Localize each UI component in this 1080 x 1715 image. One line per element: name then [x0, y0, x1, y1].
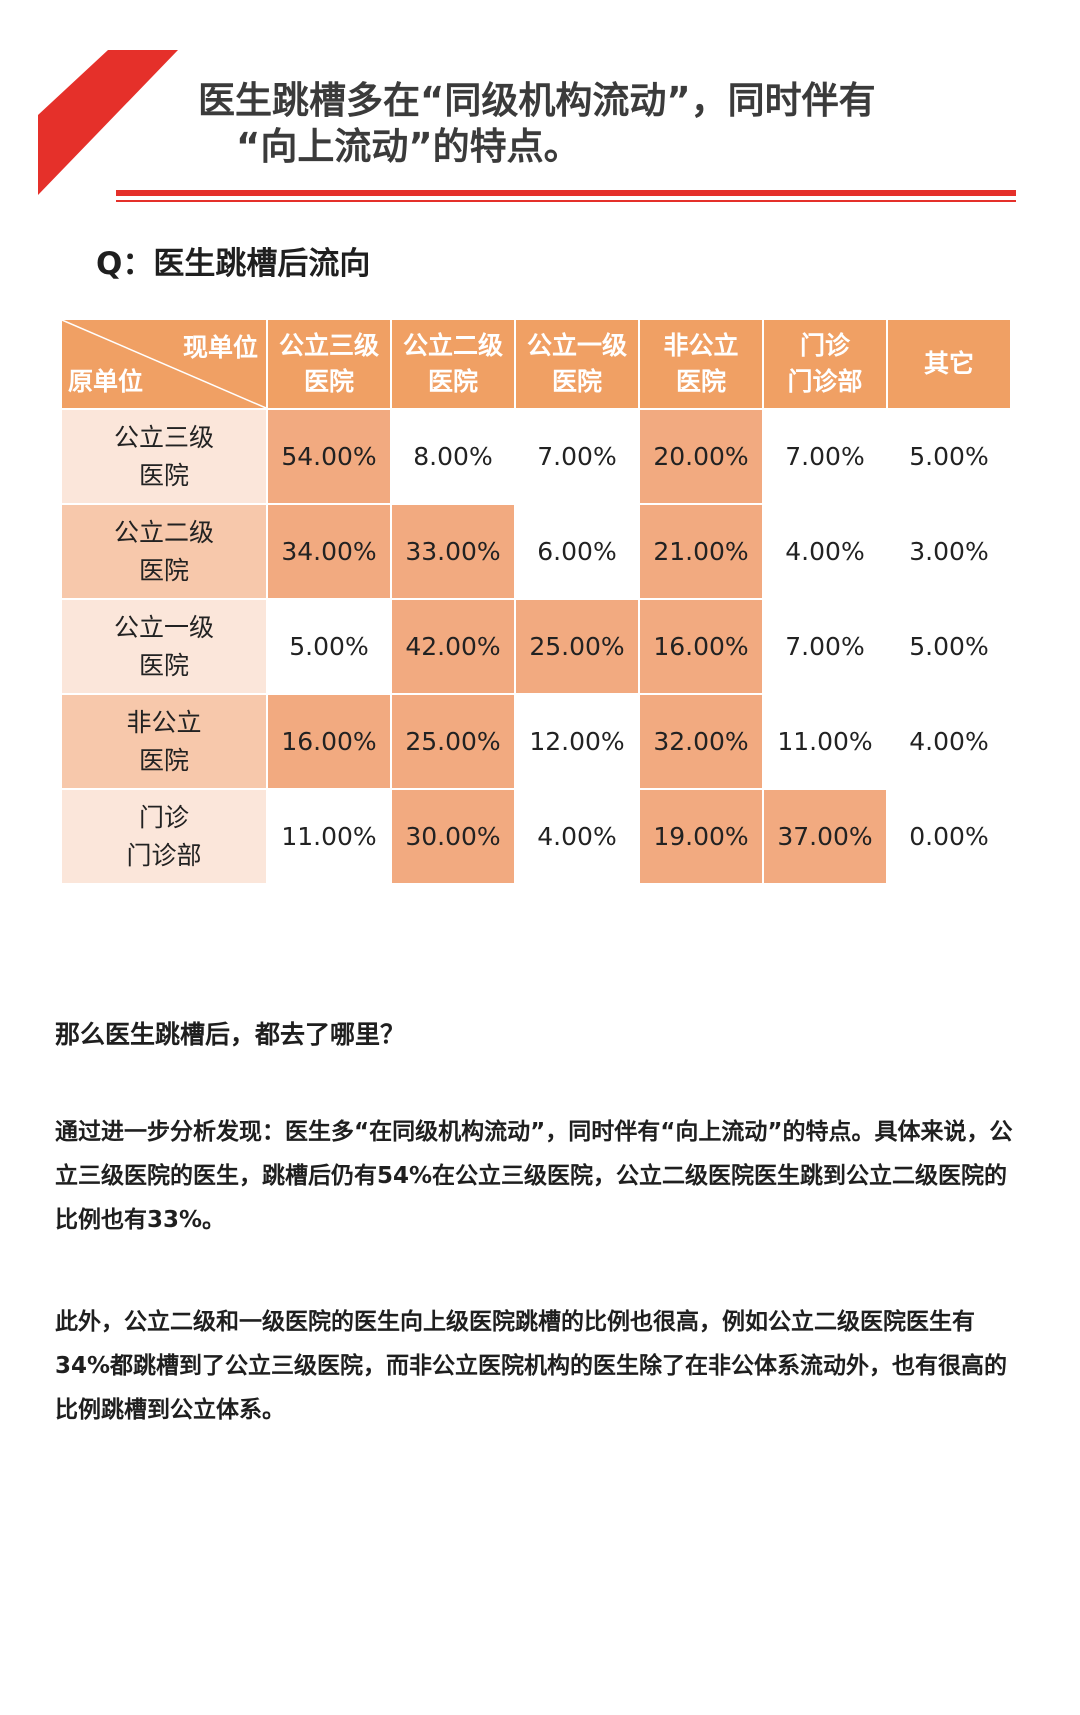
row-header-line-1: 非公立	[126, 707, 202, 737]
corner-ribbon-icon	[38, 50, 178, 195]
table-cell: 33.00%	[392, 505, 514, 598]
paragraph-upward: 此外，公立二级和一级医院的医生向上级医院跳槽的比例也很高，例如公立二级医院医生有…	[55, 1309, 1008, 1423]
title-line-1: 医生跳槽多在“同级机构流动”，同时伴有	[198, 79, 876, 122]
row-header-line-1: 门诊	[138, 802, 189, 832]
table-cell: 4.00%	[764, 505, 886, 598]
flow-matrix-table: 现单位 原单位 公立三级 医院 公立二级 医院 公立一级 医院 非公立 医院 门诊 门诊部…	[60, 318, 1012, 885]
column-header: 门诊 门诊部	[764, 320, 886, 408]
table-cell: 0.00%	[888, 790, 1010, 883]
table-cell: 21.00%	[640, 505, 762, 598]
table-row: 公立二级 医院 34.00% 33.00% 6.00% 21.00% 4.00% 3.00%	[62, 505, 1010, 598]
column-header-line-2: 医院	[675, 367, 726, 396]
row-axis-label: 原单位	[68, 367, 144, 396]
table-cell: 5.00%	[888, 410, 1010, 503]
column-header-line-1: 公立三级	[278, 331, 379, 360]
table-cell: 7.00%	[516, 410, 638, 503]
column-header-line-1: 其它	[923, 349, 974, 378]
column-header-line-2: 门诊部	[787, 367, 863, 396]
table-cell: 16.00%	[268, 695, 390, 788]
column-axis-label: 现单位	[182, 333, 258, 362]
table-cell: 5.00%	[888, 600, 1010, 693]
table-cell: 25.00%	[392, 695, 514, 788]
column-header-line-2: 医院	[551, 367, 602, 396]
row-header: 非公立 医院	[62, 695, 266, 788]
row-header: 公立一级 医院	[62, 600, 266, 693]
row-header: 公立三级 医院	[62, 410, 266, 503]
table-cell: 16.00%	[640, 600, 762, 693]
table-row: 公立三级 医院 54.00% 8.00% 7.00% 20.00% 7.00% 5.00%	[62, 410, 1010, 503]
table-cell: 4.00%	[516, 790, 638, 883]
column-header-line-2: 医院	[427, 367, 478, 396]
column-header: 公立三级 医院	[268, 320, 390, 408]
paragraph-analysis: 通过进一步分析发现：医生多“在同级机构流动”，同时伴有“向上流动”的特点。具体来…	[55, 1119, 1013, 1233]
row-header-line-1: 公立三级	[113, 422, 214, 452]
table-cell: 19.00%	[640, 790, 762, 883]
table-row: 非公立 医院 16.00% 25.00% 12.00% 32.00% 11.00% 4.00%	[62, 695, 1010, 788]
row-header-line-2: 医院	[138, 745, 189, 775]
row-header-line-2: 医院	[138, 460, 189, 490]
corner-header-cell: 现单位 原单位	[62, 320, 266, 408]
table-cell: 37.00%	[764, 790, 886, 883]
row-header: 公立二级 医院	[62, 505, 266, 598]
column-header-line-1: 公立一级	[526, 331, 627, 360]
table-cell: 11.00%	[268, 790, 390, 883]
column-header-line-1: 门诊	[799, 331, 850, 360]
table-cell: 7.00%	[764, 600, 886, 693]
column-header: 其它	[888, 320, 1010, 408]
table-cell: 12.00%	[516, 695, 638, 788]
table-cell: 54.00%	[268, 410, 390, 503]
column-header-line-1: 非公立	[663, 331, 739, 360]
row-header: 门诊 门诊部	[62, 790, 266, 883]
table-row: 公立一级 医院 5.00% 42.00% 25.00% 16.00% 7.00% 5.00%	[62, 600, 1010, 693]
page-title: 医生跳槽多在“同级机构流动”，同时伴有 “向上流动”的特点。	[198, 78, 1018, 170]
lead-question: 那么医生跳槽后，都去了哪里？	[55, 1020, 406, 1049]
chart-title: Q：医生跳槽后流向	[96, 246, 371, 282]
table-cell: 6.00%	[516, 505, 638, 598]
matrix-body: 公立三级 医院 54.00% 8.00% 7.00% 20.00% 7.00% 5.00% 公立…	[62, 410, 1010, 883]
table-cell: 34.00%	[268, 505, 390, 598]
table-cell: 32.00%	[640, 695, 762, 788]
table-cell: 25.00%	[516, 600, 638, 693]
title-line-2: “向上流动”的特点。	[236, 125, 581, 168]
table-cell: 3.00%	[888, 505, 1010, 598]
table-cell: 11.00%	[764, 695, 886, 788]
table-cell: 7.00%	[764, 410, 886, 503]
row-header-line-2: 医院	[138, 650, 189, 680]
row-header-line-1: 公立一级	[113, 612, 214, 642]
row-header-line-2: 门诊部	[126, 840, 202, 870]
column-header: 非公立 医院	[640, 320, 762, 408]
column-header: 公立一级 医院	[516, 320, 638, 408]
table-cell: 8.00%	[392, 410, 514, 503]
table-row: 门诊 门诊部 11.00% 30.00% 4.00% 19.00% 37.00% 0.00%	[62, 790, 1010, 883]
row-header-line-1: 公立二级	[113, 517, 214, 547]
table-cell: 4.00%	[888, 695, 1010, 788]
header-row: 现单位 原单位 公立三级医院 公立二级医院 公立一级医院 非公立医院 门诊门诊部…	[62, 320, 1010, 408]
title-divider-thin	[116, 200, 1016, 202]
column-header-line-2: 医院	[303, 367, 354, 396]
column-header-line-1: 公立二级	[402, 331, 503, 360]
table-cell: 5.00%	[268, 600, 390, 693]
diagonal-divider	[62, 320, 266, 408]
row-header-line-2: 医院	[138, 555, 189, 585]
title-divider	[116, 190, 1016, 196]
table-cell: 42.00%	[392, 600, 514, 693]
table-cell: 30.00%	[392, 790, 514, 883]
column-header: 公立二级 医院	[392, 320, 514, 408]
table-cell: 20.00%	[640, 410, 762, 503]
